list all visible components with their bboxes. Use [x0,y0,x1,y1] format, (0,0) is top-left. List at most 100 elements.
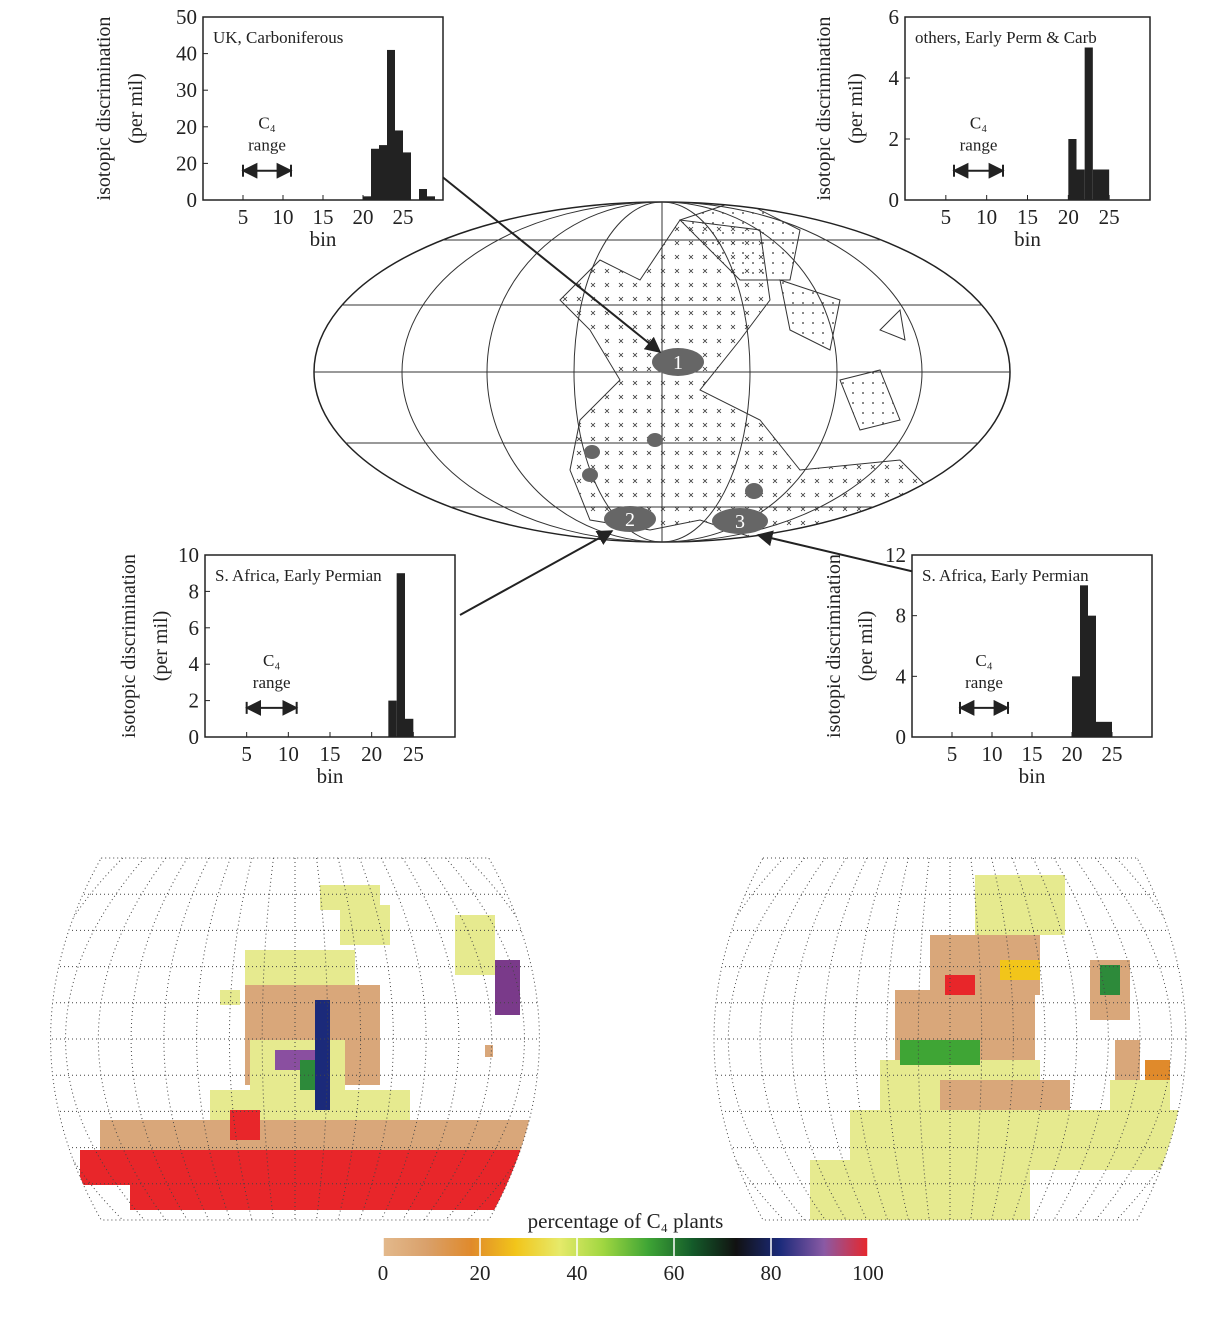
x-axis-label: bin [310,227,337,251]
x-tick-label: 15 [1022,742,1043,766]
model-cell [130,1185,510,1210]
y-tick-label: 6 [189,616,200,640]
bar [379,145,387,200]
x-tick-label: 20 [1058,205,1079,229]
x-axis-label: bin [1014,227,1041,251]
colorbar-tick-label: 60 [664,1261,685,1285]
y-tick-label: 20 [176,151,197,175]
bar [1077,170,1085,201]
colorbar-tick-label: 40 [567,1261,588,1285]
graticule [697,858,784,1220]
range-label: range [960,136,998,155]
colorbar-title: percentage of C₄ plants [528,1209,724,1233]
bar [1080,585,1088,737]
colorbar-segment [780,1238,825,1256]
x-tick-label: 10 [976,205,997,229]
bar [363,196,371,200]
y-axis-label: isotopic discrimination [823,554,845,738]
x-tick-label: 5 [238,205,249,229]
model-cell [455,915,495,975]
colorbar-segment [692,1238,737,1256]
y-tick-label: 30 [176,78,197,102]
bar [427,196,435,200]
y-tick-label: 6 [889,5,900,29]
model-cell [810,1160,1030,1220]
y-axis-label: (per mil) [125,73,147,144]
range-label: C₄ [263,651,280,670]
model-cell [1145,1060,1170,1080]
bar [419,189,427,200]
bar [1096,722,1104,737]
x-tick-label: 20 [1062,742,1083,766]
model-cell [100,1120,560,1155]
model-cell [230,1110,260,1140]
range-label: range [965,673,1003,692]
x-tick-label: 25 [403,742,424,766]
y-axis-label: (per mil) [845,73,867,144]
bar [1072,676,1080,737]
colorbar-segment [824,1238,869,1256]
x-tick-label: 25 [393,205,414,229]
bar [397,573,405,737]
y-axis-label: (per mil) [855,611,877,682]
chart-title: S. Africa, Early Permian [922,566,1089,585]
x-axis-label: bin [1019,764,1046,788]
x-tick-label: 10 [278,742,299,766]
y-tick-label: 4 [889,66,900,90]
y-tick-label: 40 [176,42,197,66]
x-tick-label: 10 [273,205,294,229]
x-tick-label: 15 [313,205,334,229]
model-cell [1115,1040,1140,1080]
bar [388,701,396,737]
bar [1104,722,1112,737]
range-label: C₄ [970,114,987,133]
colorbar-segment [603,1238,648,1256]
y-axis-label: isotopic discrimination [813,17,835,201]
bar [1068,139,1076,200]
chart-title: S. Africa, Early Permian [215,566,382,585]
bar [1101,170,1109,201]
y-tick-label: 10 [178,543,199,567]
model-map [665,858,1227,1220]
bar [405,719,413,737]
y-tick-label: 8 [189,579,200,603]
x-tick-label: 5 [241,742,252,766]
y-axis-label: (per mil) [150,611,172,682]
bar [387,50,395,200]
model-cell [1000,960,1040,980]
y-tick-label: 2 [189,689,200,713]
x-tick-label: 5 [941,205,952,229]
model-cell [495,960,520,1015]
y-tick-label: 50 [176,5,197,29]
colorbar-segment [559,1238,604,1256]
y-tick-label: 2 [889,127,900,151]
x-axis-label: bin [317,764,344,788]
bar [395,130,403,200]
model-cell [975,875,1065,935]
y-axis-label: isotopic discrimination [118,554,140,738]
colorbar-tick-label: 20 [470,1261,491,1285]
x-tick-label: 10 [982,742,1003,766]
x-tick-label: 25 [1099,205,1120,229]
chart-title: others, Early Perm & Carb [915,28,1097,47]
x-tick-label: 20 [361,742,382,766]
marker-label: 1 [673,352,683,374]
colorbar-segment [648,1238,693,1256]
figure: 1 2 3 51015202502020304050UK, Carbonifer… [0,0,1227,1334]
model-cell [80,1150,550,1185]
colorbar-tick-label: 80 [761,1261,782,1285]
x-tick-label: 15 [1017,205,1038,229]
bar [403,152,411,200]
y-tick-label: 8 [896,604,907,628]
colorbar-tick-label: 0 [378,1261,389,1285]
y-tick-label: 0 [189,725,200,749]
x-tick-label: 5 [947,742,958,766]
range-label: range [248,136,286,155]
bar [371,149,379,200]
range-label: C₄ [975,651,992,670]
y-tick-label: 4 [189,652,200,676]
y-tick-label: 0 [187,188,198,212]
bar [1085,48,1093,201]
colorbar-tick-label: 100 [852,1261,884,1285]
colorbar-segment [383,1238,428,1256]
